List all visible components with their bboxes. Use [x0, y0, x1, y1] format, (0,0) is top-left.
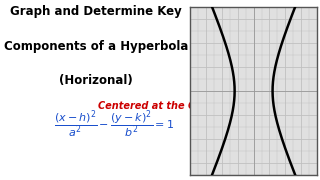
Text: $\dfrac{(x-h)^2}{a^2} - \dfrac{(y-k)^2}{b^2} = 1$: $\dfrac{(x-h)^2}{a^2} - \dfrac{(y-k)^2}{… — [54, 109, 174, 140]
Text: Graph and Determine Key: Graph and Determine Key — [10, 5, 182, 18]
Text: (Horizonal): (Horizonal) — [59, 74, 133, 87]
Text: Centered at the Origin: Centered at the Origin — [98, 101, 222, 111]
Text: Components of a Hyperbola: Components of a Hyperbola — [4, 40, 188, 53]
